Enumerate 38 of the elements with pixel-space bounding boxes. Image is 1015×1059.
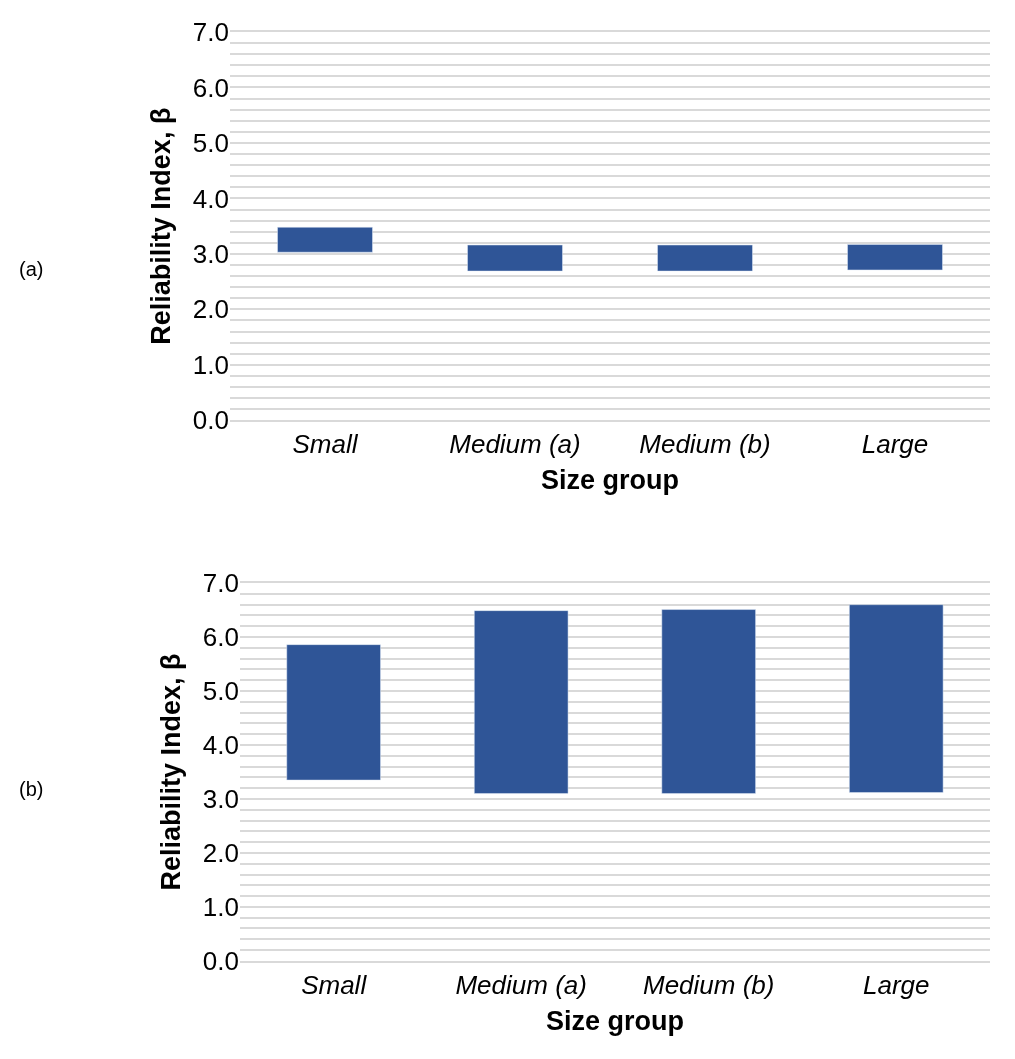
x-tick-label: Large <box>862 969 930 1000</box>
text: (a) <box>19 258 44 280</box>
bar <box>657 244 753 272</box>
x-tick-label: Medium (a) <box>449 429 581 460</box>
x-axis-title: Size group <box>545 1005 684 1036</box>
y-tick-label: 0.0 <box>192 405 229 436</box>
y-axis-title: Reliability Index, β <box>145 107 176 345</box>
bar <box>849 604 944 793</box>
bar <box>661 609 756 794</box>
y-tick-label: 3.0 <box>202 784 239 815</box>
y-tick-label: 6.0 <box>192 72 229 103</box>
y-tick-label: 5.0 <box>202 676 239 707</box>
y-tick-label: 1.0 <box>202 892 239 922</box>
x-tick-label: Medium (b) <box>642 969 775 1000</box>
y-tick-label: 4.0 <box>202 730 239 761</box>
y-tick-label: 3.0 <box>192 238 229 269</box>
x-tick-label: Medium (a) <box>455 969 587 1000</box>
y-tick-label: 6.0 <box>202 622 239 653</box>
x-tick-label: Small <box>301 969 368 1000</box>
y-tick-label: 1.0 <box>192 349 229 380</box>
y-tick-label: 0.0 <box>202 945 239 976</box>
y-tick-label: 7.0 <box>202 568 239 599</box>
bar <box>847 244 943 271</box>
x-axis-title: Size group <box>540 465 680 496</box>
bar <box>467 244 563 272</box>
x-tick-label: Small <box>292 429 359 460</box>
y-tick-label: 7.0 <box>192 17 229 48</box>
text: (b) <box>19 778 44 800</box>
x-tick-label: Large <box>861 429 929 460</box>
bar <box>277 227 373 253</box>
y-axis-title: Reliability Index, β <box>155 653 186 891</box>
bar <box>286 644 381 781</box>
y-tick-label: 2.0 <box>202 838 239 869</box>
y-tick-label: 4.0 <box>192 183 229 214</box>
x-tick-label: Medium (b) <box>639 429 771 460</box>
y-tick-label: 2.0 <box>192 294 229 325</box>
y-tick-label: 5.0 <box>192 128 229 159</box>
bar <box>474 610 569 794</box>
